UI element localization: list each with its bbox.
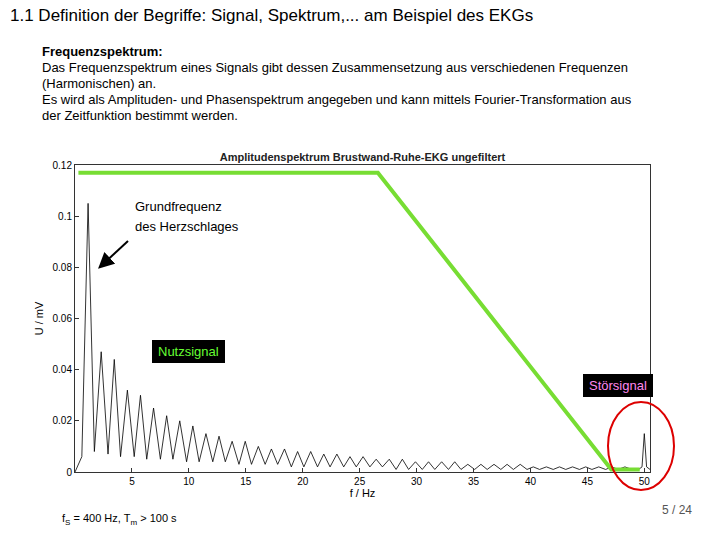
html-text:1.1 Definition der Begriffe: S: 1.1 Definition der Begriffe: Signal, Spe… [10,6,534,25]
html-text:fS= 400 Hz, Tm> 100 s: fS= 400 Hz, Tm> 100 s [62,512,177,528]
svg-text:0.1: 0.1 [58,211,72,222]
html-text:Es wird als Amplituden- und Ph: Es wird als Amplituden- und Phasenspektr… [42,92,632,123]
svg-text:Amplitudenspektrum Brustwand-R: Amplitudenspektrum Brustwand-Ruhe-EKG un… [220,151,506,163]
svg-text:5: 5 [129,476,135,487]
html-text:Nutzsignal: Nutzsignal [158,344,219,359]
svg-text:10: 10 [183,476,195,487]
svg-text:15: 15 [240,476,252,487]
svg-text:25: 25 [354,476,366,487]
html-text:Grundfrequenz: Grundfrequenz [135,199,222,214]
svg-text:35: 35 [468,476,480,487]
svg-text:0.12: 0.12 [53,160,73,171]
svg-text:0.02: 0.02 [53,415,73,426]
svg-text:30: 30 [411,476,423,487]
html-text:Störsignal: Störsignal [589,378,647,393]
svg-text:20: 20 [297,476,309,487]
svg-text:0.08: 0.08 [53,262,73,273]
svg-text:0.04: 0.04 [53,364,73,375]
svg-text:50: 50 [639,476,651,487]
svg-text:0: 0 [66,467,72,478]
svg-text:45: 45 [582,476,594,487]
html-text:5 / 24: 5 / 24 [662,503,692,517]
html-text:Frequenzspektrum:: Frequenzspektrum: [42,44,163,59]
html-text:des Herzschlages: des Herzschlages [135,219,239,234]
svg-text:40: 40 [525,476,537,487]
svg-text:0.06: 0.06 [53,313,73,324]
html-text:Das Frequenzspektrum eines Sig: Das Frequenzspektrum eines Signals gibt … [42,60,629,91]
svg-text:U / mV: U / mV [33,301,45,335]
svg-text:f / Hz: f / Hz [350,487,376,499]
